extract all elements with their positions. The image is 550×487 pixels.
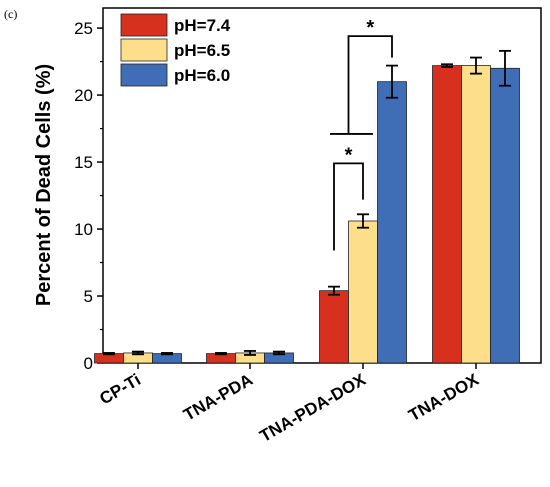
x-tick-label: TNA-PDA-DOX — [256, 370, 369, 446]
significance-marker: * — [345, 144, 353, 166]
legend-swatch — [120, 38, 168, 62]
significance-bracket — [347, 35, 393, 134]
panel-label: (c) — [4, 7, 17, 21]
legend-label: pH=6.0 — [174, 66, 230, 85]
bar — [461, 65, 491, 364]
x-tick-label: TNA-DOX — [405, 370, 482, 426]
y-tick-label: 0 — [84, 354, 93, 373]
significance-marker: * — [366, 17, 374, 39]
y-axis-label: Percent of Dead Cells (%) — [33, 64, 55, 306]
x-tick-label: TNA-PDA — [180, 370, 256, 425]
y-tick-label: 20 — [74, 86, 93, 105]
legend-label: pH=7.4 — [174, 16, 231, 35]
y-tick-label: 15 — [74, 153, 93, 172]
y-tick-label: 25 — [74, 19, 93, 38]
y-tick-label: 5 — [84, 287, 93, 306]
significance-bracket — [333, 162, 364, 251]
bar — [377, 81, 407, 364]
legend-swatch — [120, 63, 168, 87]
x-tick-label: CP-Ti — [96, 370, 144, 408]
legend-swatch — [120, 13, 168, 37]
legend-label: pH=6.5 — [174, 41, 230, 60]
y-tick-label: 10 — [74, 220, 93, 239]
bar — [348, 220, 378, 364]
bar — [490, 67, 520, 364]
bar — [432, 65, 462, 364]
bar — [319, 290, 349, 364]
